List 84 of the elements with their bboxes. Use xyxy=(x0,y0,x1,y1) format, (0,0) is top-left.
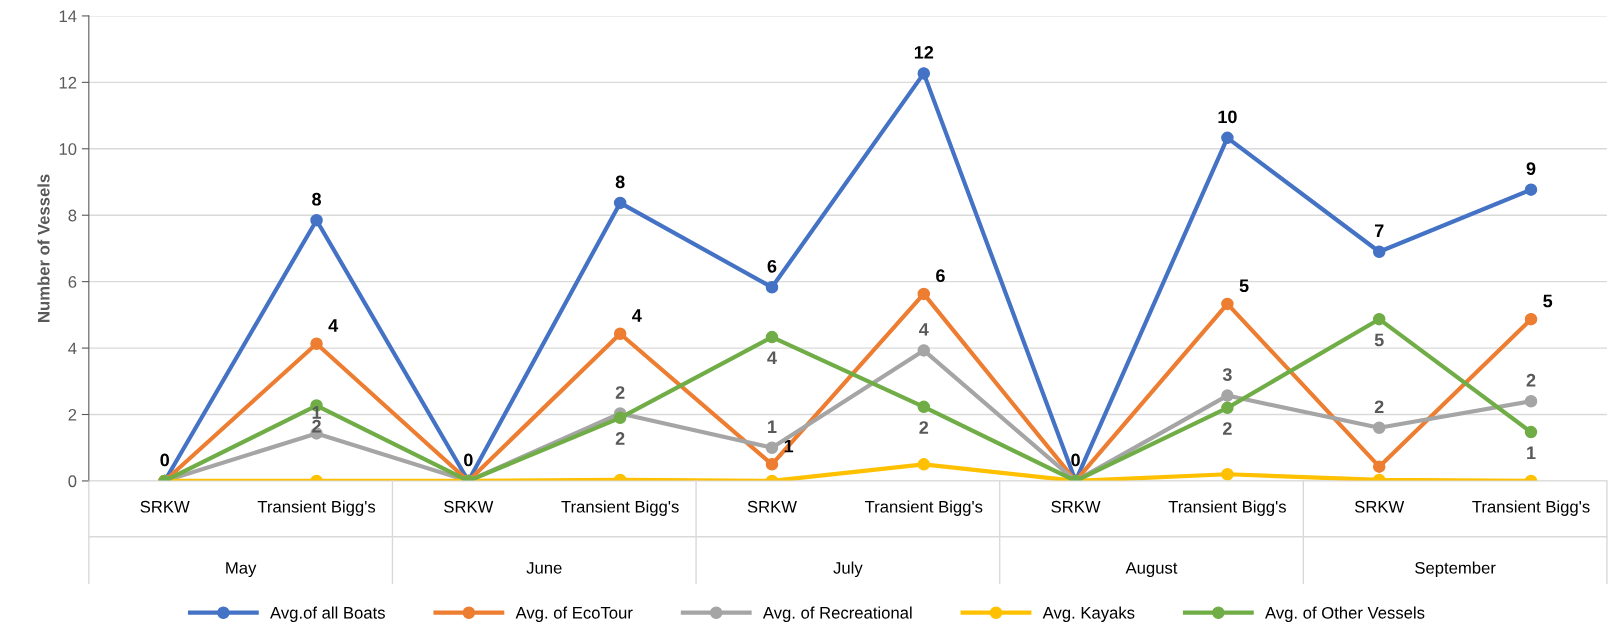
point xyxy=(310,337,323,351)
text: July xyxy=(833,561,863,578)
y-tick-label: 10 xyxy=(59,143,77,155)
y-axis-title: Number of Vessels xyxy=(37,174,50,322)
point xyxy=(613,196,627,210)
x-tick-label: SRKW xyxy=(140,500,190,513)
point xyxy=(1221,389,1234,402)
data-label: 2 xyxy=(1223,422,1232,435)
y-tick-label: 6 xyxy=(68,276,77,288)
data-label: 2 xyxy=(1526,373,1536,387)
data-label: 7 xyxy=(1374,224,1384,237)
x-tick-label: Transient Bigg's xyxy=(1168,500,1286,516)
point xyxy=(917,458,931,471)
point xyxy=(1524,394,1538,408)
y-tick-label: 2 xyxy=(68,408,77,421)
legend-label: Avg. of Other Vessels xyxy=(1265,606,1425,622)
data-label: 2 xyxy=(615,432,625,445)
point xyxy=(613,411,627,425)
data-label: 4 xyxy=(767,351,777,365)
point xyxy=(917,287,931,301)
x-tick-label: SRKW xyxy=(1051,500,1101,513)
data-label: 2 xyxy=(312,419,321,433)
text: May xyxy=(226,562,257,578)
point xyxy=(1372,460,1386,473)
point xyxy=(1221,297,1234,311)
data-label: 0 xyxy=(160,453,170,467)
point xyxy=(1524,312,1538,326)
x-tick-label: Transient Bigg's xyxy=(864,500,983,516)
legend-label: Avg.of all Boats xyxy=(270,606,385,622)
point xyxy=(765,441,779,454)
data-label: 8 xyxy=(615,175,625,189)
point xyxy=(1372,245,1386,259)
point xyxy=(765,458,779,471)
data-label: 3 xyxy=(1222,368,1232,381)
point xyxy=(1221,131,1234,145)
point xyxy=(1221,468,1234,481)
data-label: 5 xyxy=(1239,279,1249,293)
point xyxy=(1524,183,1538,196)
data-label: 5 xyxy=(1374,333,1384,347)
x-tick-label: Transient Bigg's xyxy=(1472,500,1590,516)
point xyxy=(917,400,931,414)
data-label: 10 xyxy=(1218,110,1237,124)
data-label: 4 xyxy=(632,309,642,322)
data-label: 6 xyxy=(767,259,777,273)
data-label: 2 xyxy=(615,386,625,399)
point xyxy=(765,330,779,344)
point xyxy=(765,281,779,294)
x-tick-label: Transient Bigg's xyxy=(257,500,376,516)
point xyxy=(917,67,931,80)
data-label: 1 xyxy=(1527,446,1536,459)
point xyxy=(917,344,931,357)
text: June xyxy=(526,562,562,574)
data-label: 5 xyxy=(1543,294,1553,308)
y-tick-label: 0 xyxy=(68,475,77,488)
data-label: 9 xyxy=(1526,162,1536,176)
data-label: 4 xyxy=(328,319,339,332)
legend-label: Avg. of Recreational xyxy=(762,606,912,622)
data-label: 0 xyxy=(464,453,473,467)
data-label: 6 xyxy=(936,269,945,283)
legend-label: Avg. of EcoTour xyxy=(515,606,633,622)
data-label: 4 xyxy=(919,323,929,336)
data-label: 0 xyxy=(1071,453,1080,467)
data-label: 1 xyxy=(768,420,777,433)
point xyxy=(1372,312,1386,326)
data-label: 2 xyxy=(919,421,929,434)
x-tick-label: SRKW xyxy=(444,500,494,513)
y-tick-label: 8 xyxy=(68,209,77,222)
data-label: 12 xyxy=(914,46,934,59)
x-tick-label: SRKW xyxy=(1354,500,1405,513)
point xyxy=(1221,401,1234,415)
legend-label: Avg. Kayaks xyxy=(1042,606,1135,622)
y-tick-label: 14 xyxy=(59,10,77,22)
point xyxy=(1524,425,1538,439)
data-label: 2 xyxy=(1374,400,1384,414)
point xyxy=(310,213,323,227)
point xyxy=(1372,421,1386,435)
y-tick-label: 4 xyxy=(68,342,77,355)
point xyxy=(613,327,627,341)
data-label: 8 xyxy=(312,192,322,206)
text: September xyxy=(1415,561,1496,578)
x-tick-label: Transient Bigg's xyxy=(561,500,679,516)
text: August xyxy=(1125,562,1178,578)
x-tick-label: SRKW xyxy=(747,500,797,513)
y-tick-label: 12 xyxy=(59,76,77,89)
